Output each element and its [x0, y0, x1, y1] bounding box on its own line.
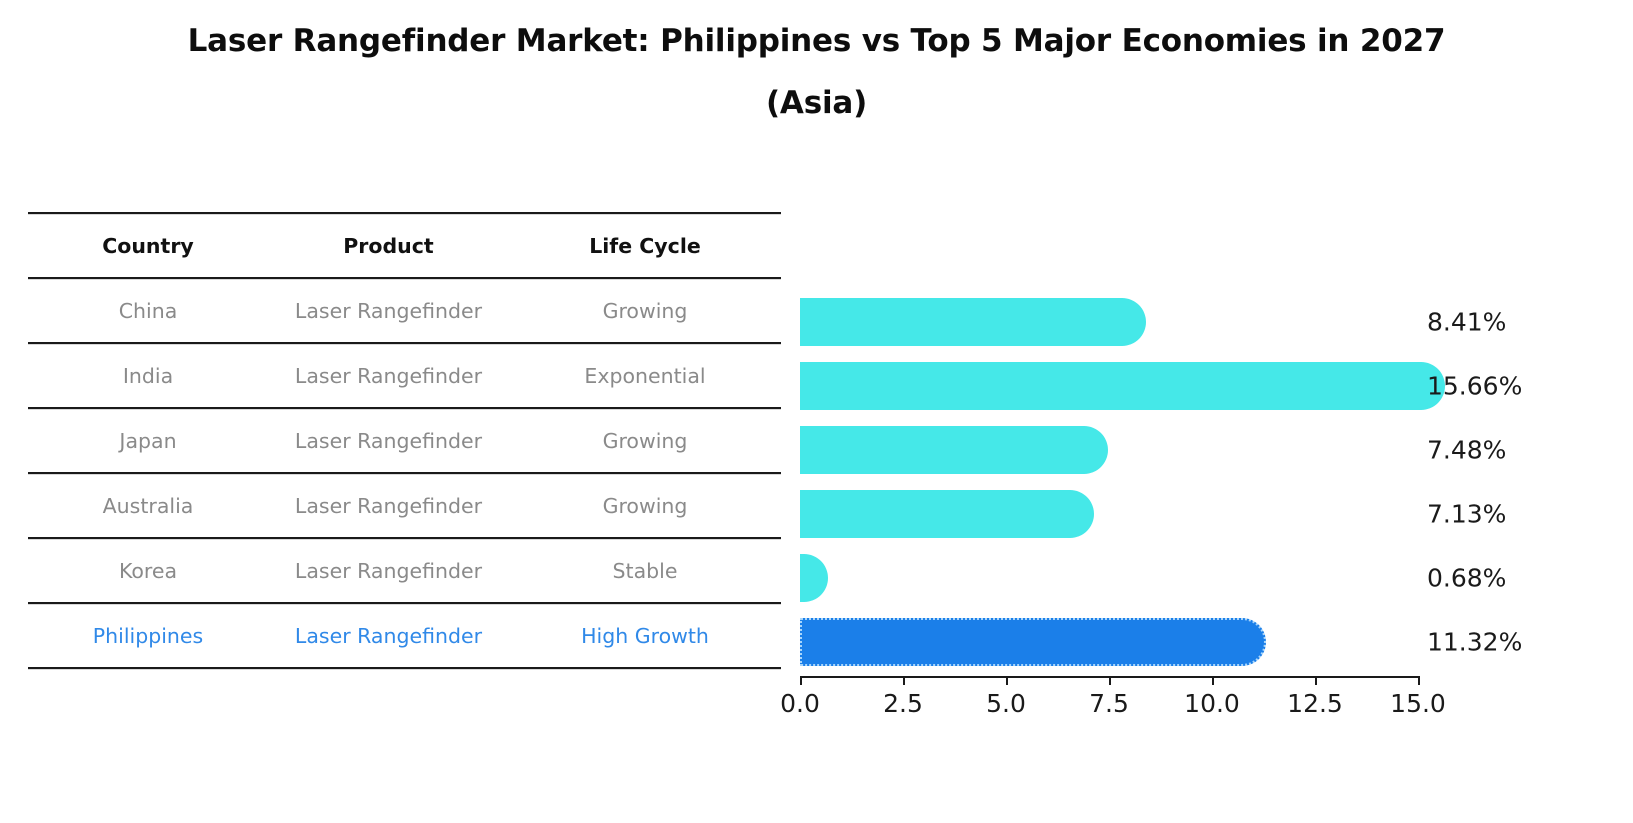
cell-country: Philippines	[92, 624, 204, 648]
table-row: Japan Laser Rangefinder Growing	[28, 410, 781, 472]
title-line-primary: Laser Rangefinder Market: Philippines vs…	[187, 23, 1446, 59]
table-row-rule	[28, 342, 781, 345]
title-line-secondary: (Asia)	[765, 85, 868, 121]
bar	[800, 554, 829, 602]
x-axis-tick-label: 0.0	[780, 689, 820, 718]
table-row: Philippines Laser Rangefinder High Growth	[28, 605, 781, 667]
comparison-table: Country Product Life Cycle China Laser Ra…	[28, 212, 781, 670]
bar-value-label: 8.41%	[1427, 307, 1507, 337]
x-axis-tick-label: 15.0	[1390, 689, 1446, 718]
cell-country: China	[118, 299, 178, 323]
table-row: Australia Laser Rangefinder Growing	[28, 475, 781, 537]
bar-row: 0.68%	[800, 545, 1620, 611]
cell-life-cycle: Growing	[602, 429, 688, 453]
table-header-row: Country Product Life Cycle	[28, 215, 781, 277]
cell-country: Korea	[118, 559, 178, 583]
bar-value-label: 7.48%	[1427, 435, 1507, 465]
cell-country: Australia	[102, 494, 194, 518]
table-row-rule	[28, 277, 781, 280]
bar	[800, 298, 1147, 346]
cell-product: Laser Rangefinder	[294, 429, 483, 453]
bar-row: 15.66%	[800, 353, 1620, 419]
column-header-country: Country	[102, 234, 194, 258]
bar-highlight	[800, 618, 1267, 666]
bar-row: 11.32%	[800, 609, 1620, 675]
x-axis-tick	[1109, 676, 1111, 685]
cell-product: Laser Rangefinder	[294, 494, 483, 518]
table-row: Korea Laser Rangefinder Stable	[28, 540, 781, 602]
table-row: India Laser Rangefinder Exponential	[28, 345, 781, 407]
table-body: China Laser Rangefinder Growing India Laser …	[28, 277, 781, 670]
cell-life-cycle: High Growth	[581, 624, 709, 648]
x-axis-tick-label: 10.0	[1184, 689, 1240, 718]
cell-product: Laser Rangefinder	[294, 299, 483, 323]
cell-life-cycle: Growing	[602, 494, 688, 518]
chart-title: Laser Rangefinder Market: Philippines vs…	[0, 10, 1633, 134]
column-header-product: Product	[343, 234, 434, 258]
cell-country: Japan	[119, 429, 177, 453]
table-row: China Laser Rangefinder Growing	[28, 280, 781, 342]
table-row-rule	[28, 472, 781, 475]
cell-life-cycle: Exponential	[584, 364, 706, 388]
table-row-rule	[28, 602, 781, 605]
cell-life-cycle: Stable	[612, 559, 678, 583]
x-axis: 0.0 2.5 5.0 7.5 10.0 12.5 15.0	[780, 676, 1446, 718]
bar-row: 7.48%	[800, 417, 1620, 483]
plot-area: 8.41% 15.66% 7.48% 7.13% 0.68% 11.32%	[800, 280, 1522, 676]
bar	[800, 490, 1094, 538]
x-axis-tick-label: 5.0	[986, 689, 1026, 718]
x-axis-tick	[1315, 676, 1317, 685]
x-axis-tick	[1212, 676, 1214, 685]
x-axis-tick	[800, 676, 802, 685]
cell-life-cycle: Growing	[602, 299, 688, 323]
bar-row: 7.13%	[800, 481, 1620, 547]
column-header-life-cycle: Life Cycle	[589, 234, 701, 258]
table-bottom-rule	[28, 667, 781, 670]
table-row-rule	[28, 407, 781, 410]
bar-value-label: 0.68%	[1427, 563, 1507, 593]
table-top-rule	[28, 212, 781, 215]
x-axis-tick-label: 12.5	[1287, 689, 1343, 718]
cell-product: Laser Rangefinder	[294, 559, 483, 583]
x-axis-tick	[903, 676, 905, 685]
cell-product: Laser Rangefinder	[294, 624, 483, 648]
bar-row: 8.41%	[800, 289, 1620, 355]
x-axis-tick	[1006, 676, 1008, 685]
bar-value-label: 15.66%	[1427, 371, 1523, 401]
x-axis-tick-label: 7.5	[1089, 689, 1129, 718]
table-row-rule	[28, 537, 781, 540]
x-axis-tick	[1418, 676, 1420, 685]
bar-value-label: 11.32%	[1427, 627, 1523, 657]
cell-country: India	[122, 364, 174, 388]
cell-product: Laser Rangefinder	[294, 364, 483, 388]
bar	[800, 426, 1109, 474]
x-axis-tick-label: 2.5	[883, 689, 923, 718]
bar-value-label: 7.13%	[1427, 499, 1507, 529]
bar	[800, 362, 1446, 410]
